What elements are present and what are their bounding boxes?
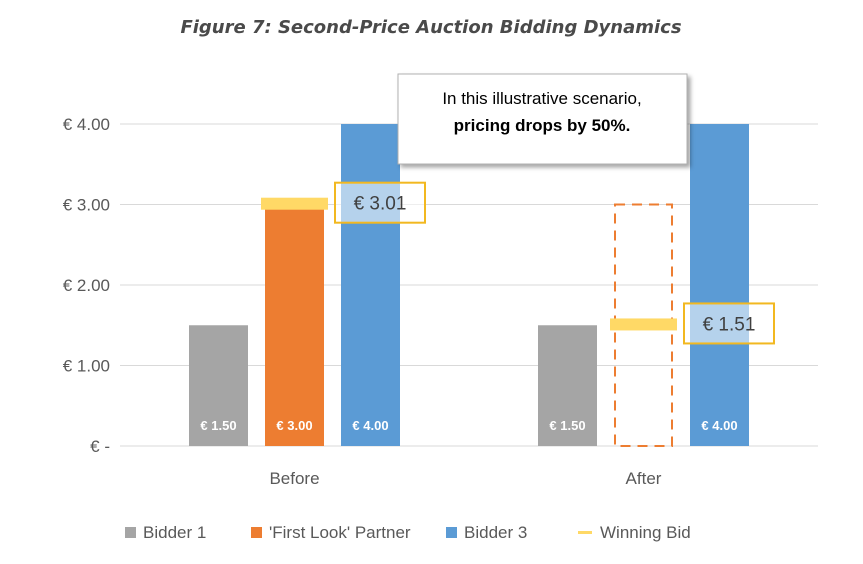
legend-label: Bidder 3 (464, 523, 527, 542)
y-tick-label: € - (90, 437, 110, 456)
bar (690, 124, 749, 446)
winning-bid-callout: € 3.01 (354, 194, 407, 215)
winning-bid-marker (261, 197, 328, 210)
legend-swatch (446, 527, 457, 538)
winning-bid-marker (610, 318, 677, 331)
winning-bid-callout-box (334, 181, 426, 224)
bars: € 1.50 € 3.00 € 4.00 € 1.50 € 4.00 (189, 124, 749, 447)
annotation-line-2: pricing drops by 50%. (454, 116, 631, 135)
legend-label: Bidder 1 (143, 523, 206, 542)
bar-value-label: € 4.00 (352, 418, 388, 433)
bar (341, 124, 400, 446)
bar-value-label: € 4.00 (701, 418, 737, 433)
chart-title: Figure 7: Second-Price Auction Bidding D… (180, 17, 681, 38)
legend-swatch (251, 527, 262, 538)
annotation-line-1: In this illustrative scenario, (442, 89, 641, 108)
bar (189, 325, 248, 446)
bar-value-label: € 3.00 (276, 418, 312, 433)
y-tick-label: € 4.00 (63, 115, 110, 134)
y-tick-label: € 2.00 (63, 276, 110, 295)
legend: Bidder 1 'First Look' Partner Bidder 3 Winn… (125, 523, 691, 542)
y-tick-label: € 3.00 (63, 196, 110, 215)
x-axis-tick-labels: Before After (269, 469, 661, 488)
legend-label: 'First Look' Partner (269, 523, 411, 542)
bar-value-label: € 1.50 (549, 418, 585, 433)
winning-bid-markers: € 3.01 € 1.51 (261, 181, 775, 345)
winning-bid-callout: € 1.51 (703, 314, 756, 335)
y-tick-label: € 1.00 (63, 357, 110, 376)
legend-swatch (125, 527, 136, 538)
annotation-box: In this illustrative scenario, pricing d… (397, 73, 688, 165)
bar-value-label: € 1.50 (200, 418, 236, 433)
bar (538, 325, 597, 446)
annotation-frame (397, 73, 688, 165)
y-axis-tick-labels: € - € 1.00 € 2.00 € 3.00 € 4.00 (63, 115, 110, 456)
bar (265, 204, 324, 446)
x-tick-label: Before (269, 469, 319, 488)
x-tick-label: After (626, 469, 662, 488)
legend-label: Winning Bid (600, 523, 691, 542)
winning-bid-callout-box (683, 302, 775, 345)
legend-swatch (578, 531, 592, 534)
